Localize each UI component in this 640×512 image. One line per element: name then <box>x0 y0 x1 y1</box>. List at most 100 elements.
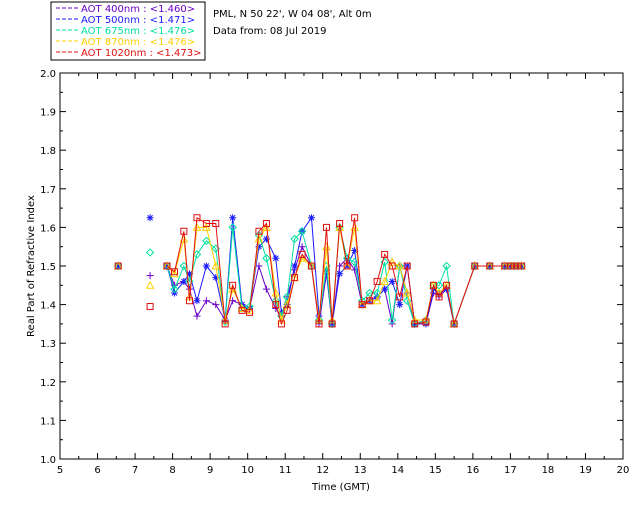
y-tick-label: 2.0 <box>40 69 56 80</box>
x-tick-label: 5 <box>57 465 63 476</box>
data-point <box>336 220 344 228</box>
data-point <box>388 277 396 285</box>
y-tick-label: 1.4 <box>40 301 56 312</box>
data-point <box>298 243 306 251</box>
data-point <box>255 262 263 270</box>
y-tick-label: 1.3 <box>40 339 56 350</box>
data-point <box>163 262 171 270</box>
data-point <box>185 270 193 278</box>
data-point <box>180 277 188 285</box>
data-point <box>518 262 526 270</box>
data-point <box>193 214 201 222</box>
data-point <box>387 315 397 325</box>
series-layer <box>113 214 526 329</box>
data-point <box>180 227 188 235</box>
legend-entry: AOT 675nm : <1.476> <box>81 26 195 37</box>
data-point <box>322 223 330 231</box>
data-point <box>228 223 237 232</box>
data-point <box>262 220 270 228</box>
data-point <box>366 297 374 305</box>
x-tick-label: 10 <box>241 465 254 476</box>
data-point <box>395 261 405 270</box>
data-point <box>114 262 122 270</box>
data-point <box>290 234 299 244</box>
data-point <box>442 261 451 271</box>
data-point <box>514 262 522 270</box>
data-point <box>450 320 458 328</box>
data-point <box>262 254 271 263</box>
x-tick-label: 11 <box>279 465 292 476</box>
data-point <box>262 222 271 231</box>
data-point <box>262 285 270 293</box>
legend-entry: AOT 500nm : <1.471> <box>81 15 195 26</box>
x-tick-label: 8 <box>169 465 175 476</box>
data-point <box>380 257 389 267</box>
data-point <box>146 272 154 280</box>
legend-box <box>50 1 206 61</box>
data-point <box>237 303 247 312</box>
y-tick-label: 1.6 <box>40 223 56 234</box>
data-point <box>170 268 178 276</box>
x-tick-label: 17 <box>504 465 517 476</box>
data-point <box>381 285 389 293</box>
data-point <box>163 262 171 270</box>
y-tick-label: 1.7 <box>40 185 56 196</box>
legend-entry: AOT 1020nm : <1.473> <box>81 48 201 59</box>
data-point <box>373 277 381 285</box>
data-point <box>202 220 210 228</box>
data-point <box>283 306 291 314</box>
data-point <box>297 227 307 236</box>
x-tick-label: 20 <box>617 465 630 476</box>
data-point <box>328 320 336 328</box>
data-point <box>221 320 229 328</box>
legend-entry: AOT 870nm : <1.476> <box>81 37 195 48</box>
data-point <box>202 236 211 246</box>
data-point <box>185 297 193 305</box>
data-point <box>211 261 221 270</box>
series-4 <box>114 214 526 328</box>
data-point <box>336 262 344 270</box>
data-point <box>255 227 263 235</box>
data-point <box>170 284 179 294</box>
x-tick-label: 15 <box>429 465 442 476</box>
data-point <box>435 293 443 301</box>
y-tick-label: 1.2 <box>40 378 56 389</box>
data-point <box>238 306 246 314</box>
data-point <box>402 288 412 297</box>
data-point <box>403 262 411 270</box>
data-point <box>202 222 211 231</box>
x-axis-label: Time (GMT) <box>311 482 370 493</box>
data-point <box>202 262 210 270</box>
series-line-4 <box>166 216 522 326</box>
data-point <box>307 214 315 222</box>
x-tick-label: 7 <box>132 465 138 476</box>
data-point <box>146 214 154 222</box>
data-point <box>185 285 193 293</box>
y-axis-label: Real Part of Refractive Index <box>26 195 37 337</box>
data-point <box>262 235 270 243</box>
legend: AOT 400nm : <1.460>AOT 500nm : <1.471>AO… <box>56 4 201 59</box>
x-tick-label: 12 <box>316 465 329 476</box>
data-point <box>506 262 514 270</box>
data-point <box>336 270 344 278</box>
y-tick-label: 1.1 <box>40 416 56 427</box>
data-point <box>396 293 404 301</box>
site-info: PML, N 50 22', W 04 08', Alt 0m <box>213 9 372 20</box>
data-point <box>192 222 202 231</box>
data-point <box>422 318 430 326</box>
data-point <box>146 303 154 311</box>
data-point <box>254 234 264 243</box>
data-point <box>380 276 390 285</box>
data-point <box>358 301 366 309</box>
data-date: Data from: 08 Jul 2019 <box>213 26 326 37</box>
data-point <box>343 262 351 270</box>
data-point <box>315 320 323 328</box>
data-point <box>411 320 419 328</box>
data-point <box>170 269 179 278</box>
x-tick-label: 19 <box>579 465 592 476</box>
data-point <box>193 312 201 320</box>
data-point <box>193 297 201 305</box>
x-tick-label: 6 <box>94 465 100 476</box>
x-tick-label: 14 <box>391 465 404 476</box>
